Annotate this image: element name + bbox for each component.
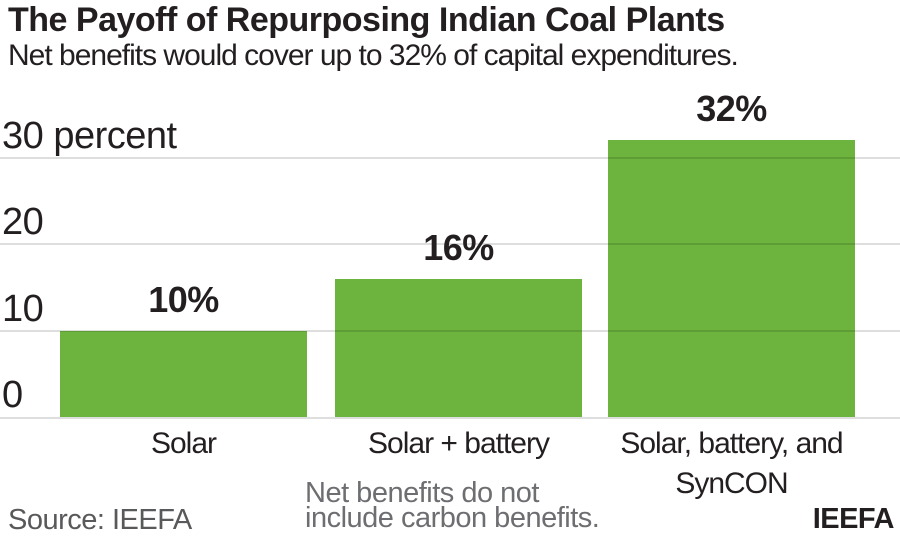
source-credit: Source: IEEFA (8, 504, 192, 536)
y-axis-tick-label: 20 (2, 201, 44, 243)
bar-value-label: 16% (423, 226, 494, 268)
ieefa-logo: IEEFA (812, 503, 895, 535)
y-axis-tick-label: 10 (2, 287, 44, 330)
chart-subtitle: Net benefits would cover up to 32% of ca… (8, 39, 739, 72)
category-label-line: Solar (150, 427, 217, 460)
footnote-line: Net benefits do not (305, 477, 539, 509)
bar (608, 140, 855, 417)
bar (335, 278, 582, 417)
gridline (0, 243, 900, 245)
x-axis-category-label: Solar + battery (249, 424, 669, 464)
chart-footnote: Net benefits do not include carbon benefi… (305, 477, 600, 534)
bar (60, 330, 307, 417)
x-axis-category-label: Solar (0, 424, 394, 464)
bar-value-label: 10% (148, 278, 219, 320)
y-axis-tick-label: 30 percent (2, 114, 177, 157)
category-label-line: SynCON (675, 467, 788, 500)
gridline (0, 417, 900, 419)
y-axis-tick-label: 0 (2, 374, 23, 416)
footnote-line: include carbon benefits. (305, 502, 600, 534)
gridline (0, 156, 900, 159)
category-label-line: Solar, battery, and (620, 427, 843, 460)
chart-title: The Payoff of Repurposing Indian Coal Pl… (8, 1, 725, 39)
gridline (0, 329, 900, 332)
category-label-line: Solar + battery (368, 427, 550, 460)
bar-value-label: 32% (696, 88, 767, 130)
x-axis-category-label: Solar, battery, and SynCON (522, 424, 900, 504)
